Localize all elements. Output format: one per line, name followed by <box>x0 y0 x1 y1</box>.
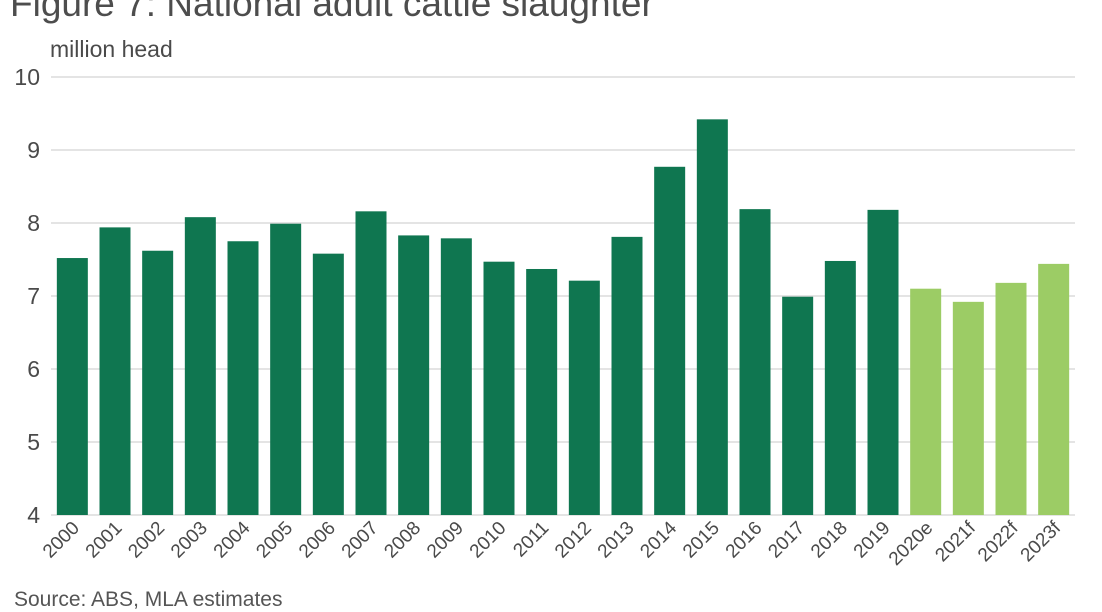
x-tick-label: 2022f <box>974 517 1023 566</box>
bar-2016 <box>739 209 771 515</box>
bar-2021f <box>952 301 984 515</box>
bar-2001 <box>99 227 131 515</box>
x-tick-label: 2016 <box>722 518 767 563</box>
bar-2010 <box>483 261 515 515</box>
bar-2020e <box>910 288 942 515</box>
y-tick-label: 6 <box>27 356 40 382</box>
bar-2003 <box>184 217 216 515</box>
x-tick-label: 2017 <box>764 518 809 563</box>
x-tick-label: 2006 <box>295 518 340 563</box>
bar-2006 <box>312 253 344 515</box>
bar-2009 <box>440 238 472 515</box>
bar-2014 <box>654 166 686 516</box>
y-axis-ticks: 4 5 6 7 8 9 10 <box>14 64 40 528</box>
bar-2012 <box>568 280 600 515</box>
bars <box>56 119 1070 516</box>
x-tick-label: 2002 <box>124 518 169 563</box>
bar-2019 <box>867 209 899 516</box>
x-tick-label: 2007 <box>338 518 383 563</box>
bar-2005 <box>270 223 302 516</box>
x-tick-label: 2014 <box>636 517 681 562</box>
bar-2022f <box>995 282 1027 515</box>
bar-2007 <box>355 211 387 515</box>
bar-2000 <box>56 258 88 515</box>
x-tick-label: 2015 <box>679 518 724 563</box>
x-axis-ticks: 2000200120022003200420052006200720082009… <box>39 517 1066 570</box>
gridlines <box>51 76 1075 516</box>
bar-2013 <box>611 236 643 515</box>
bar-2023f <box>1038 263 1070 515</box>
x-tick-label: 2020e <box>885 518 937 570</box>
x-tick-label: 2011 <box>509 518 553 562</box>
y-tick-label: 9 <box>27 137 40 163</box>
chart-title: Figure 7: National adult cattle slaughte… <box>10 0 654 24</box>
y-tick-label: 5 <box>27 429 40 455</box>
bar-2015 <box>696 119 728 515</box>
x-tick-label: 2001 <box>82 518 127 563</box>
bar-2018 <box>824 260 856 515</box>
x-tick-label: 2021f <box>931 517 980 566</box>
y-tick-label: 4 <box>27 502 40 528</box>
x-tick-label: 2005 <box>252 518 297 563</box>
x-tick-label: 2012 <box>551 518 596 563</box>
x-tick-label: 2013 <box>594 518 639 563</box>
y-tick-label: 8 <box>27 210 40 236</box>
bar-2011 <box>526 268 558 515</box>
y-axis-label: million head <box>50 36 173 62</box>
source-note: Source: ABS, MLA estimates <box>14 588 283 611</box>
x-tick-label: 2004 <box>210 517 255 562</box>
x-tick-label: 2018 <box>807 518 852 563</box>
bar-2017 <box>782 296 814 515</box>
bar-2002 <box>142 250 174 516</box>
x-tick-label: 2003 <box>167 518 212 563</box>
y-tick-label: 7 <box>27 283 40 309</box>
bar-2004 <box>227 241 259 515</box>
y-tick-label: 10 <box>14 64 40 90</box>
x-tick-label: 2010 <box>466 518 511 563</box>
x-tick-label: 2000 <box>39 518 84 563</box>
bar-2008 <box>398 235 430 515</box>
x-tick-label: 2008 <box>380 518 425 563</box>
x-tick-label: 2023f <box>1017 517 1066 566</box>
x-tick-label: 2009 <box>423 518 468 563</box>
